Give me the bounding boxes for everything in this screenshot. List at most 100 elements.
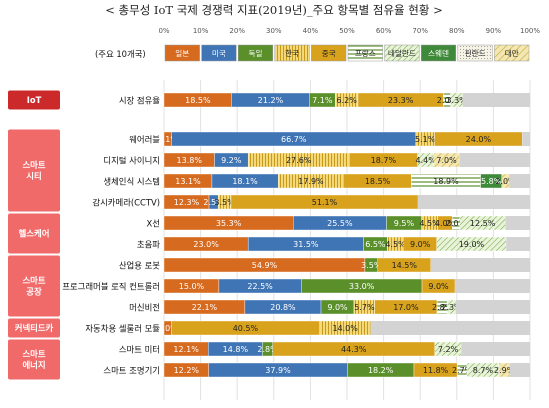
data-label: 18.2% — [368, 366, 394, 375]
row-label: 디지털 사이니지 — [103, 156, 160, 166]
legend-label: 미국 — [212, 49, 226, 58]
data-label: 40.5% — [233, 324, 259, 333]
data-label: 2.8% — [257, 345, 278, 354]
data-label: 8.7% — [473, 366, 494, 375]
bar-segment — [462, 93, 530, 107]
bars: 18.5% 21.2% 7.1% 6.2% 23.3% 2.0%3.3%2.1% 66.7%… — [157, 92, 530, 378]
legend-label: 프랑스 — [355, 49, 376, 58]
bar-segment — [522, 132, 530, 146]
legend-label: 중국 — [322, 49, 336, 58]
row-label: 생체인식 시스템 — [103, 177, 160, 187]
data-label: 7.2% — [438, 345, 459, 354]
bar-segment — [459, 153, 530, 167]
data-label: 3.5% — [214, 198, 235, 207]
data-label: 12.2% — [174, 366, 200, 375]
legend-caption: (주요 10개국) — [95, 49, 146, 59]
data-label: 24.0% — [466, 135, 492, 144]
legend-swatch — [201, 44, 237, 62]
data-label: 7.1% — [312, 96, 333, 105]
group-box — [8, 90, 60, 110]
data-label: 23.3% — [388, 96, 414, 105]
data-label: 6.5% — [365, 240, 386, 249]
x-tick-label: 50% — [339, 27, 355, 35]
data-label: 22.1% — [192, 303, 218, 312]
data-label: 18.5% — [185, 96, 211, 105]
data-label: 12.1% — [173, 345, 199, 354]
data-label: 2.0% — [157, 324, 178, 333]
data-label: 9.0% — [410, 240, 431, 249]
data-label: 51.1% — [312, 198, 338, 207]
data-label: 12.3% — [174, 198, 200, 207]
data-label: 2.8% — [432, 303, 453, 312]
group-box — [8, 255, 60, 317]
data-label: 11.8% — [423, 366, 449, 375]
group-box — [8, 213, 60, 254]
data-label: 22.5% — [247, 282, 273, 291]
data-label: 4.5% — [419, 219, 440, 228]
group-box — [8, 318, 60, 338]
x-tick-label: 20% — [229, 27, 245, 35]
x-tick-label: 100% — [520, 27, 540, 35]
group-label: 스마트 — [22, 349, 45, 359]
data-label: 19.0% — [459, 240, 485, 249]
bar-segment — [455, 300, 530, 314]
data-label: 2.7% — [452, 366, 473, 375]
data-label: 2.1% — [158, 135, 179, 144]
legend-label: 대만 — [505, 49, 519, 58]
data-label: 9.0% — [327, 303, 348, 312]
bar-segment — [506, 237, 530, 251]
legend-swatch — [494, 44, 530, 62]
data-label: 14.0% — [332, 324, 358, 333]
data-label: 18.1% — [232, 177, 258, 186]
data-label: 7.0% — [436, 156, 457, 165]
row-label: 스마트 조명기기 — [103, 366, 160, 376]
data-label: 14.8% — [223, 345, 249, 354]
row-label: 산업용 로봇 — [119, 261, 160, 271]
group-label: 시티 — [26, 171, 41, 181]
data-label: 3.3% — [446, 96, 467, 105]
legend-label: 핀란드 — [465, 48, 486, 58]
x-tick-label: 70% — [412, 27, 428, 35]
x-tick-label: 90% — [486, 27, 502, 35]
group-label: 커넥티드카 — [15, 323, 54, 333]
data-label: 2.0% — [446, 219, 467, 228]
group-box — [8, 339, 60, 380]
data-label: 54.9% — [252, 261, 278, 270]
legend-swatch — [420, 44, 457, 62]
bar-segment — [418, 195, 530, 209]
data-label: 2.0% — [437, 96, 458, 105]
data-label: 3.5% — [361, 261, 382, 270]
legend-swatch — [457, 44, 493, 62]
legend-swatch — [311, 44, 347, 62]
data-label: 4.0% — [435, 219, 456, 228]
data-label: 14.5% — [392, 261, 418, 270]
bar-segment — [461, 342, 530, 356]
row-label: 초음파 — [137, 240, 160, 250]
group-label: 에너지 — [22, 360, 45, 370]
data-label: 27.6% — [286, 156, 312, 165]
x-tick-label: 80% — [449, 27, 465, 35]
data-label: 5.7% — [354, 303, 375, 312]
data-label: 2.9% — [494, 366, 515, 375]
bar-segment — [319, 320, 371, 336]
data-label: 44.3% — [341, 345, 367, 354]
group-label: 헬스케어 — [19, 229, 50, 239]
x-tick-label: 0% — [158, 27, 169, 35]
data-label: 17.9% — [298, 177, 324, 186]
data-label: 2.3% — [441, 303, 462, 312]
data-label: 15.0% — [179, 282, 205, 291]
data-label: 33.0% — [349, 282, 375, 291]
data-label: 6.2% — [336, 96, 357, 105]
data-label: 13.1% — [175, 177, 201, 186]
legend-swatch — [347, 44, 383, 62]
row-label: 감시카메라(CCTV) — [92, 198, 160, 208]
data-label: 5.8% — [481, 177, 502, 186]
data-label: 18.9% — [433, 177, 459, 186]
data-label: 35.3% — [216, 219, 242, 228]
data-label: 66.7% — [281, 135, 307, 144]
chart-title: < 총무성 IoT 국제 경쟁력 지표(2019년)_주요 항목별 점유율 현황… — [105, 3, 442, 17]
data-label: 9.5% — [394, 219, 415, 228]
x-tick-label: 30% — [266, 27, 282, 35]
legend-swatch — [274, 44, 310, 62]
